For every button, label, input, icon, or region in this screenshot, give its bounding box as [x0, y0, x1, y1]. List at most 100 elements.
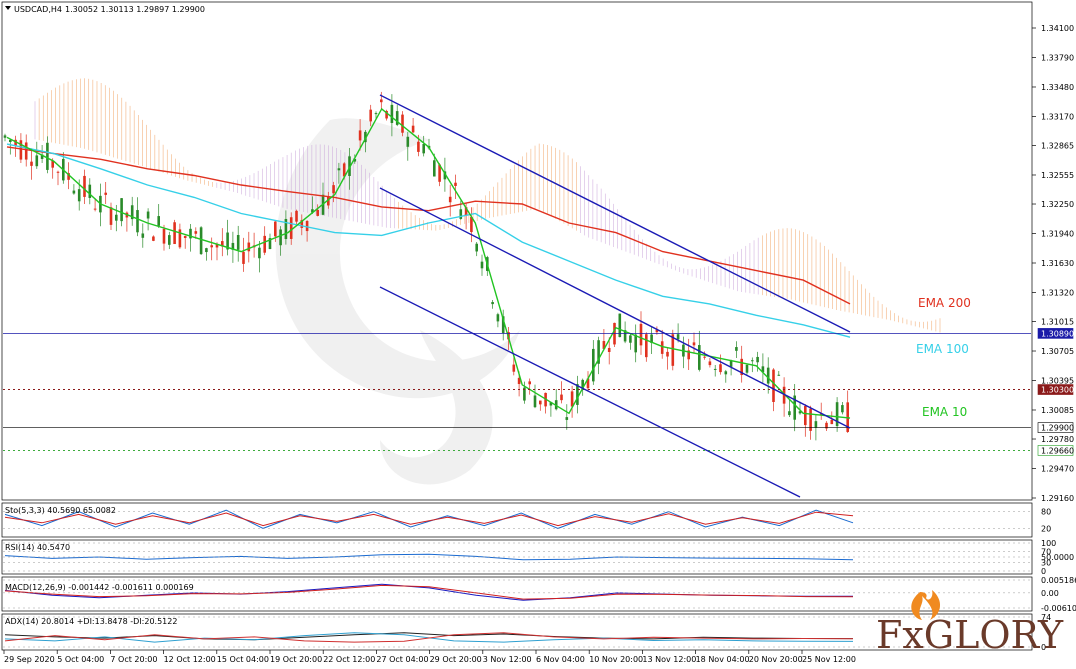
candle-body [565, 417, 569, 420]
candle-body [798, 411, 802, 414]
candle-body [120, 198, 123, 222]
time-tick-label: 29 Oct 20:00 [430, 655, 482, 664]
candle-body [56, 171, 60, 173]
osc-tick-label: -0.006103 [1041, 604, 1076, 613]
candle-body [517, 377, 521, 385]
price-tick-label: 1.31940 [1041, 230, 1074, 239]
candle-body [173, 222, 176, 245]
candle-body [358, 130, 362, 141]
channel-line-2 [379, 187, 851, 429]
candle-body [475, 243, 478, 252]
candle-body [650, 334, 653, 343]
rsi-pane-frame [1, 539, 1033, 575]
brand-name: FxGLORY [876, 613, 1064, 657]
candle-body [464, 207, 468, 216]
candle-body [93, 208, 97, 210]
candle-body [115, 214, 118, 221]
candle-body [83, 175, 86, 197]
time-tick-label: 20 Nov 20:00 [749, 655, 803, 664]
oscillator-panes: 80201007050.00003000.0051860.00-0.006103… [3, 508, 1076, 652]
candle-body [40, 154, 44, 159]
candle-body [3, 135, 7, 138]
price-tick-label: 1.30395 [1041, 377, 1074, 386]
price-tick-label: 1.33170 [1041, 112, 1074, 121]
ichimoku-cloud [34, 78, 941, 333]
candle-body [735, 347, 738, 351]
price-axis: 1.34100 1.33790 1.33480 1.33170 1.32865 1.325… [1032, 24, 1074, 503]
time-tick-label: 5 Oct 04:00 [57, 655, 104, 664]
candle-body [501, 316, 505, 334]
candle-body [300, 220, 304, 228]
candle-body [231, 242, 235, 250]
candle-body [819, 413, 823, 415]
time-tick-label: 25 Nov 12:00 [802, 655, 856, 664]
candle-body [480, 261, 484, 269]
price-badge [1037, 328, 1074, 339]
candle-body [390, 104, 394, 123]
candle-body [761, 366, 765, 373]
candle-body [443, 171, 447, 180]
candle-body [788, 411, 791, 416]
adx-pane-frame [1, 613, 1033, 651]
candle-body [104, 192, 107, 195]
candle-body [152, 236, 155, 241]
candle-body [592, 348, 595, 382]
candle-body [411, 125, 415, 133]
candle-body [242, 251, 245, 264]
price-tick-label: 1.29160 [1041, 494, 1074, 503]
time-tick-label: 27 Oct 04:00 [376, 655, 428, 664]
price-tick-label: 1.32865 [1041, 142, 1074, 151]
candle-body [215, 243, 219, 248]
candle-body [289, 217, 293, 239]
price-tick-label: 1.31630 [1041, 259, 1074, 268]
candle-body [692, 342, 696, 346]
price-tick-label: 1.30705 [1041, 347, 1074, 356]
candle-body [496, 314, 500, 322]
time-tick-label: 3 Nov 12:00 [483, 655, 532, 664]
candle-body [782, 386, 786, 404]
candle-body [19, 140, 23, 160]
candle-body [607, 347, 611, 352]
flame-icon [911, 590, 941, 620]
candle-body [560, 394, 563, 401]
candle-body [342, 163, 346, 177]
candle-body [835, 402, 839, 427]
candle-body [51, 160, 54, 168]
candle-body [258, 247, 261, 259]
price-badge-label: 1.29660 [1041, 446, 1074, 455]
candle-body [708, 361, 712, 366]
candle-body [146, 211, 150, 219]
price-tick-label: 1.33480 [1041, 83, 1074, 92]
candle-body [549, 401, 553, 406]
candle-body [162, 228, 166, 244]
dropdown-arrow-icon[interactable] [5, 6, 11, 10]
chart-ohlc: 1.30052 1.30113 1.29897 1.29900 [65, 5, 205, 14]
candle-body [9, 139, 12, 142]
candle-body [88, 184, 92, 198]
candle-body [422, 144, 425, 154]
candle-body [639, 323, 643, 346]
watermark-logo [275, 118, 520, 485]
candle-body [687, 350, 690, 360]
candle-body [809, 408, 812, 431]
candle-body [274, 221, 277, 237]
price-badge-label: 1.30890 [1041, 329, 1074, 338]
price-tick-label: 1.31320 [1041, 288, 1074, 297]
candle-body [178, 229, 182, 248]
candle-body [666, 351, 669, 357]
candle-body [168, 235, 171, 245]
osc-tick-label: 0.00 [1041, 589, 1059, 598]
candle-body [136, 210, 139, 233]
candle-body [30, 161, 33, 166]
candle-body [141, 233, 145, 238]
time-tick-label: 13 Nov 12:00 [642, 655, 696, 664]
candle-body [713, 368, 717, 370]
osc-series--di [4, 632, 854, 643]
candle-body [194, 231, 198, 234]
price-tick-label: 1.29780 [1041, 435, 1074, 444]
macd-title: MACD(12,26,9) -0.001442 -0.001611 0.0001… [5, 583, 194, 592]
candle-body [846, 402, 849, 432]
candle-body [337, 168, 341, 171]
candle-body [199, 227, 203, 255]
horizontal-levels: 1.30890 1.30300 1.29900 1.29660 [3, 328, 1074, 456]
